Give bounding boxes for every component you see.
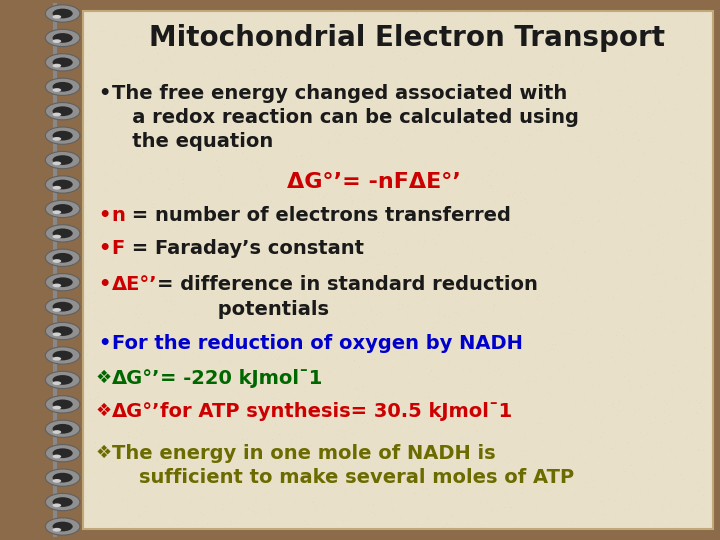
Ellipse shape <box>53 400 73 409</box>
Ellipse shape <box>53 522 73 531</box>
Ellipse shape <box>53 39 61 43</box>
Text: •: • <box>99 275 111 294</box>
Ellipse shape <box>53 308 61 312</box>
Text: ΔE°’: ΔE°’ <box>112 275 157 294</box>
Ellipse shape <box>53 88 61 92</box>
Ellipse shape <box>45 518 80 535</box>
Ellipse shape <box>53 406 61 409</box>
Ellipse shape <box>53 528 61 531</box>
Ellipse shape <box>53 357 61 361</box>
FancyBboxPatch shape <box>83 11 713 529</box>
Ellipse shape <box>53 106 73 116</box>
Ellipse shape <box>53 137 61 141</box>
Ellipse shape <box>45 78 80 96</box>
Text: ❖: ❖ <box>96 444 112 462</box>
Text: •: • <box>99 239 111 258</box>
Ellipse shape <box>45 5 80 22</box>
Ellipse shape <box>53 333 61 336</box>
Ellipse shape <box>53 253 73 262</box>
Ellipse shape <box>45 469 80 487</box>
Ellipse shape <box>53 112 61 116</box>
Ellipse shape <box>53 430 61 434</box>
Text: The free energy changed associated with
   a redox reaction can be calculated us: The free energy changed associated with … <box>112 84 578 151</box>
Text: •: • <box>99 84 111 103</box>
Ellipse shape <box>53 9 73 18</box>
Ellipse shape <box>53 235 61 239</box>
Ellipse shape <box>53 210 61 214</box>
Text: ❖: ❖ <box>96 402 112 420</box>
Text: •: • <box>99 206 111 225</box>
Ellipse shape <box>53 381 61 385</box>
Ellipse shape <box>45 200 80 218</box>
Ellipse shape <box>45 372 80 389</box>
Ellipse shape <box>53 259 61 263</box>
Ellipse shape <box>53 278 73 287</box>
Text: n: n <box>112 206 125 225</box>
Ellipse shape <box>53 131 73 140</box>
Text: •: • <box>99 334 111 353</box>
Ellipse shape <box>53 15 61 18</box>
Ellipse shape <box>53 64 61 68</box>
Ellipse shape <box>45 274 80 291</box>
Ellipse shape <box>45 103 80 120</box>
Ellipse shape <box>53 155 73 165</box>
Ellipse shape <box>53 82 73 92</box>
Ellipse shape <box>45 29 80 46</box>
Text: = -220 kJmol¯1: = -220 kJmol¯1 <box>160 369 323 388</box>
Text: ❖: ❖ <box>96 369 112 387</box>
Ellipse shape <box>45 444 80 462</box>
Text: ΔG°’= -nFΔE°’: ΔG°’= -nFΔE°’ <box>287 172 462 192</box>
Ellipse shape <box>45 53 80 71</box>
Ellipse shape <box>53 228 73 238</box>
Ellipse shape <box>45 176 80 193</box>
Ellipse shape <box>45 151 80 168</box>
Ellipse shape <box>45 347 80 364</box>
Ellipse shape <box>53 350 73 360</box>
Text: ΔG°’: ΔG°’ <box>112 402 160 421</box>
Text: ΔG°’: ΔG°’ <box>112 369 160 388</box>
Ellipse shape <box>45 249 80 266</box>
Text: for ATP synthesis= 30.5 kJmol¯1: for ATP synthesis= 30.5 kJmol¯1 <box>160 402 513 421</box>
Text: = Faraday’s constant: = Faraday’s constant <box>125 239 364 258</box>
Ellipse shape <box>53 161 61 165</box>
Ellipse shape <box>53 204 73 214</box>
Ellipse shape <box>53 455 61 458</box>
Text: = difference in standard reduction
         potentials: = difference in standard reduction poten… <box>157 275 538 319</box>
Ellipse shape <box>53 284 61 287</box>
Ellipse shape <box>53 503 61 507</box>
Ellipse shape <box>53 448 73 458</box>
Ellipse shape <box>53 473 73 483</box>
Ellipse shape <box>45 298 80 315</box>
Ellipse shape <box>53 186 61 190</box>
Ellipse shape <box>53 302 73 312</box>
Ellipse shape <box>53 57 73 67</box>
Ellipse shape <box>53 375 73 385</box>
Text: F: F <box>112 239 125 258</box>
Ellipse shape <box>53 33 73 43</box>
Ellipse shape <box>45 396 80 413</box>
Ellipse shape <box>45 127 80 144</box>
Ellipse shape <box>53 497 73 507</box>
Ellipse shape <box>45 225 80 242</box>
Ellipse shape <box>45 420 80 437</box>
Text: The energy in one mole of NADH is
    sufficient to make several moles of ATP: The energy in one mole of NADH is suffic… <box>112 444 574 487</box>
Ellipse shape <box>53 424 73 434</box>
Ellipse shape <box>53 180 73 190</box>
Text: Mitochondrial Electron Transport: Mitochondrial Electron Transport <box>149 24 665 52</box>
Text: For the reduction of oxygen by NADH: For the reduction of oxygen by NADH <box>112 334 523 353</box>
Ellipse shape <box>53 326 73 336</box>
Ellipse shape <box>45 494 80 511</box>
Ellipse shape <box>45 322 80 340</box>
Text: = number of electrons transferred: = number of electrons transferred <box>125 206 511 225</box>
Ellipse shape <box>53 479 61 483</box>
